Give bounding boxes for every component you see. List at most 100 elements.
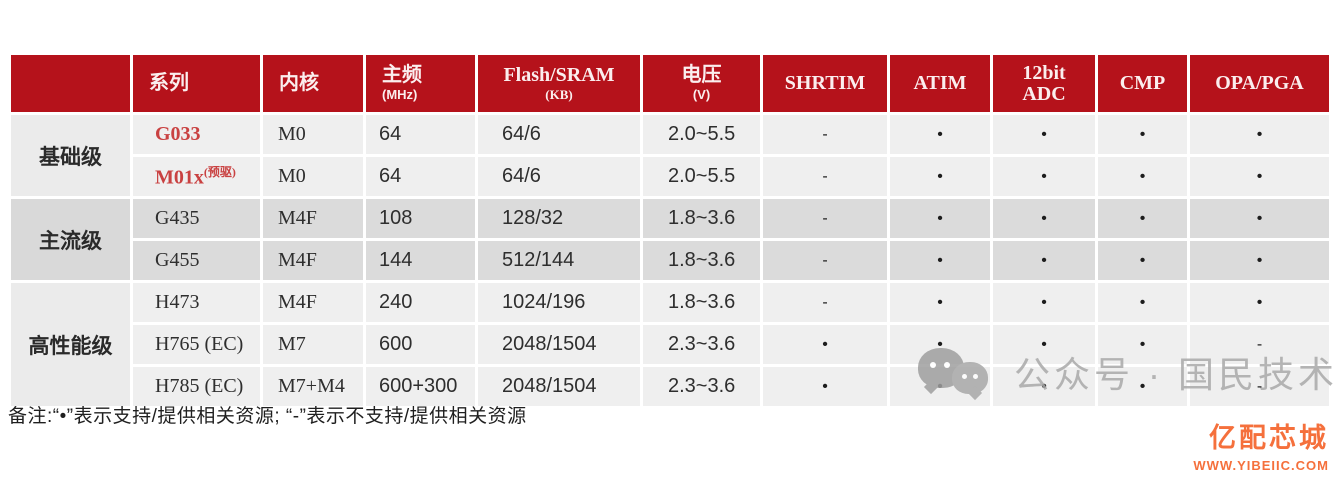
mcu-spec-table: 系列 内核 主频 (MHz) Flash/SRAM (KB) 电压 (V) SH… — [8, 52, 1332, 409]
cell-core: M0 — [263, 157, 363, 196]
cell-flash: 64/6 — [478, 157, 640, 196]
cell-core: M7 — [263, 325, 363, 364]
cell-volt: 2.0~5.5 — [643, 115, 760, 154]
chat-bubble-small — [952, 362, 988, 401]
header-adc: 12bit ADC — [993, 55, 1095, 112]
cell-flash: 2048/1504 — [478, 367, 640, 406]
cell-opa: - — [1190, 325, 1329, 364]
header-adc-line1: 12bit — [1022, 61, 1066, 84]
table-row: H765 (EC) M7 600 2048/1504 2.3~3.6 • • •… — [11, 325, 1329, 364]
header-row: 系列 内核 主频 (MHz) Flash/SRAM (KB) 电压 (V) SH… — [11, 55, 1329, 112]
cell-shrtim: - — [763, 283, 887, 322]
cell-flash: 128/32 — [478, 199, 640, 238]
cell-series: H785 (EC) — [133, 367, 260, 406]
cell-series: H473 — [133, 283, 260, 322]
header-flash-label: Flash/SRAM — [503, 64, 615, 87]
cell-atim: • — [890, 199, 990, 238]
header-group — [11, 55, 130, 112]
cell-series: G033 — [133, 115, 260, 154]
cell-opa: • — [1190, 283, 1329, 322]
header-volt-unit: (V) — [692, 87, 711, 103]
cell-freq: 108 — [366, 199, 475, 238]
cell-freq: 240 — [366, 283, 475, 322]
table-row: 基础级 G033 M0 64 64/6 2.0~5.5 - • • • • — [11, 115, 1329, 196]
header-atim: ATIM — [890, 55, 990, 112]
cell-shrtim: • — [763, 325, 887, 364]
cell-flash: 2048/1504 — [478, 325, 640, 364]
footnote: 备注:“•”表示支持/提供相关资源; “-”表示不支持/提供相关资源 — [8, 406, 527, 427]
group-label: 高性能级 — [11, 283, 130, 406]
header-volt-label: 电压 — [681, 64, 722, 87]
cell-series: M01x(预驱) — [133, 157, 260, 196]
table-row: H785 (EC) M7+M4 600+300 2048/1504 2.3~3.… — [11, 367, 1329, 406]
cell-adc: • — [993, 367, 1095, 406]
brand-site: WWW.YIBEIIC.COM — [1193, 458, 1329, 473]
cell-flash: 1024/196 — [478, 283, 640, 322]
cell-freq: 64 — [366, 115, 475, 154]
cell-freq: 600+300 — [366, 367, 475, 406]
cell-opa: • — [1190, 115, 1329, 154]
cell-shrtim: - — [763, 115, 887, 154]
series-note: (预驱) — [203, 165, 236, 180]
cell-opa: • — [1190, 157, 1329, 196]
brand-block: 亿配芯城 WWW.YIBEIIC.COM — [1193, 416, 1329, 473]
cell-opa: - — [1190, 367, 1329, 406]
header-core: 内核 — [263, 55, 363, 112]
cell-volt: 2.3~3.6 — [643, 367, 760, 406]
cell-atim: • — [890, 241, 990, 280]
cell-volt: 1.8~3.6 — [643, 199, 760, 238]
cell-volt: 2.0~5.5 — [643, 157, 760, 196]
cell-series: G455 — [133, 241, 260, 280]
cell-core: M4F — [263, 241, 363, 280]
series-name: G033 — [155, 123, 201, 145]
header-opa: OPA/PGA — [1190, 55, 1329, 112]
cell-flash: 64/6 — [478, 115, 640, 154]
header-flash: Flash/SRAM (KB) — [478, 55, 640, 112]
cell-atim: • — [890, 115, 990, 154]
cell-freq: 144 — [366, 241, 475, 280]
header-series: 系列 — [133, 55, 260, 112]
cell-cmp: • — [1098, 325, 1187, 364]
table-row: M01x(预驱) M0 64 64/6 2.0~5.5 - • • • • — [11, 157, 1329, 196]
cell-cmp: • — [1098, 199, 1187, 238]
cell-atim: • — [890, 157, 990, 196]
cell-core: M7+M4 — [263, 367, 363, 406]
header-cmp: CMP — [1098, 55, 1187, 112]
cell-shrtim: - — [763, 157, 887, 196]
cell-shrtim: • — [763, 367, 887, 406]
cell-shrtim: - — [763, 199, 887, 238]
header-adc-line2: ADC — [1022, 82, 1066, 105]
cell-adc: • — [993, 115, 1095, 154]
cell-cmp: • — [1098, 115, 1187, 154]
header-flash-unit: (KB) — [545, 87, 573, 103]
series-name: H785 (EC) — [155, 375, 244, 397]
series-name: H473 — [155, 291, 200, 313]
cell-cmp: • — [1098, 367, 1187, 406]
header-freq-unit: (MHz) — [382, 87, 418, 103]
cell-volt: 1.8~3.6 — [643, 283, 760, 322]
table-row: G455 M4F 144 512/144 1.8~3.6 - • • • • — [11, 241, 1329, 280]
cell-series: G435 — [133, 199, 260, 238]
header-shrtim: SHRTIM — [763, 55, 887, 112]
series-name: G455 — [155, 249, 200, 271]
cell-cmp: • — [1098, 157, 1187, 196]
watermark-text: 公众号 · 国民技术 — [1014, 354, 1338, 395]
cell-flash: 512/144 — [478, 241, 640, 280]
wechat-watermark: 公众号 · 国民技术 — [912, 346, 1338, 401]
cell-opa: • — [1190, 199, 1329, 238]
cell-adc: • — [993, 199, 1095, 238]
cell-volt: 2.3~3.6 — [643, 325, 760, 364]
cell-adc: • — [993, 325, 1095, 364]
cell-shrtim: - — [763, 241, 887, 280]
cell-adc: • — [993, 157, 1095, 196]
cell-core: M4F — [263, 283, 363, 322]
brand-name: 亿配芯城 — [1209, 423, 1329, 453]
cell-atim: • — [890, 325, 990, 364]
cell-adc: • — [993, 241, 1095, 280]
cell-cmp: • — [1098, 241, 1187, 280]
cell-core: M4F — [263, 199, 363, 238]
cell-opa: • — [1190, 241, 1329, 280]
cell-freq: 600 — [366, 325, 475, 364]
cell-volt: 1.8~3.6 — [643, 241, 760, 280]
group-label: 基础级 — [11, 115, 130, 196]
